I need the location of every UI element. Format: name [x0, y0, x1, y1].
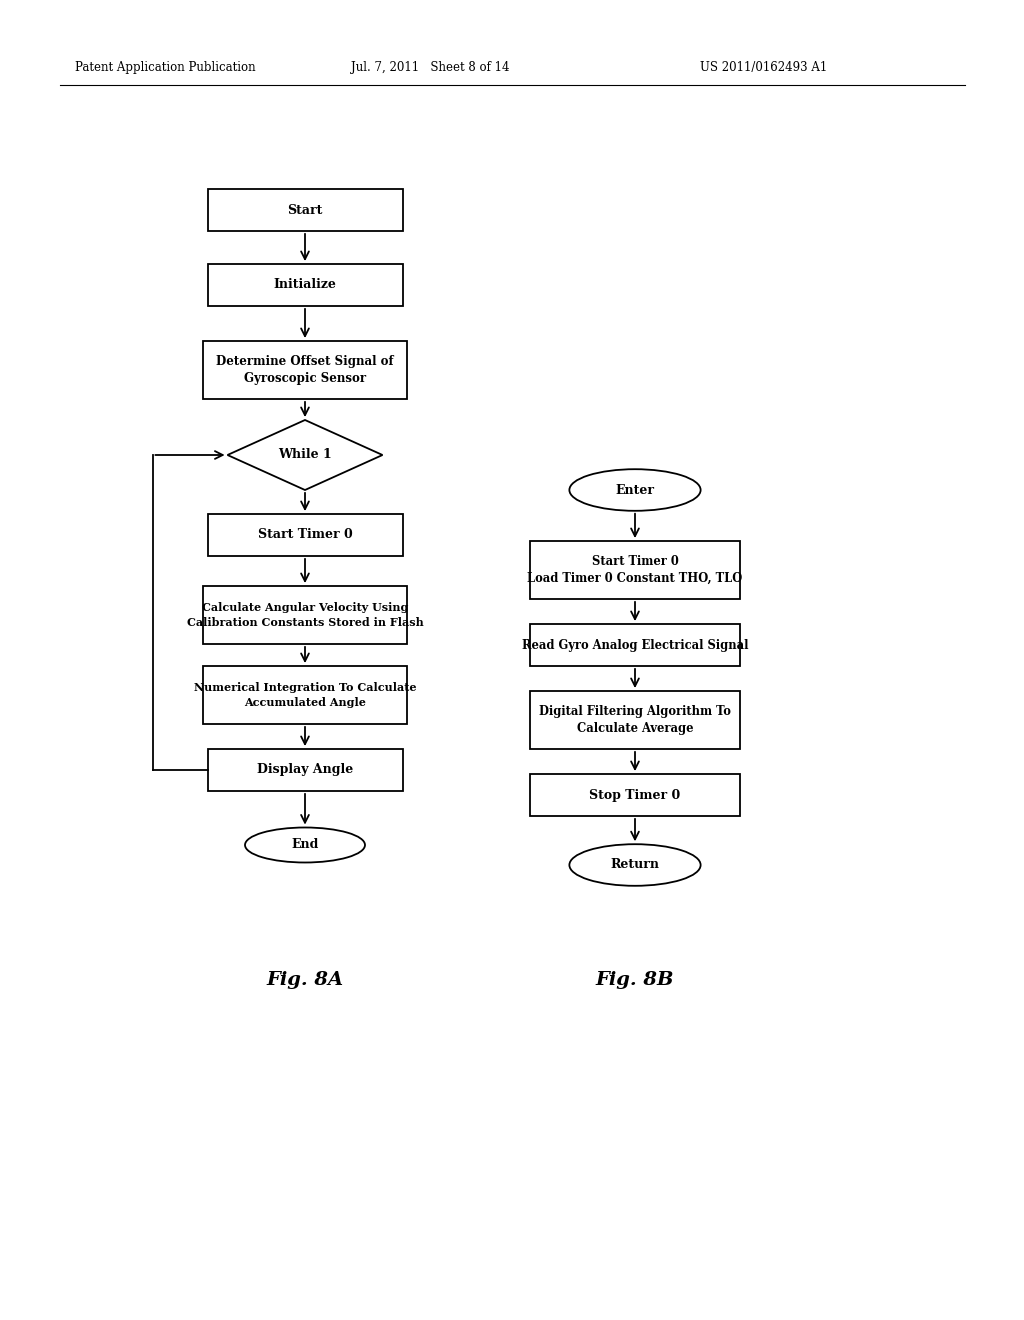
Text: Calculate Angular Velocity Using
Calibration Constants Stored in Flash: Calculate Angular Velocity Using Calibra… [186, 602, 423, 627]
FancyBboxPatch shape [530, 541, 740, 599]
Text: Determine Offset Signal of
Gyroscopic Sensor: Determine Offset Signal of Gyroscopic Se… [216, 355, 394, 384]
Ellipse shape [245, 828, 365, 862]
FancyBboxPatch shape [208, 748, 402, 791]
Text: Fig. 8B: Fig. 8B [596, 972, 674, 989]
Ellipse shape [569, 845, 700, 886]
Text: Digital Filtering Algorithm To
Calculate Average: Digital Filtering Algorithm To Calculate… [539, 705, 731, 735]
FancyBboxPatch shape [208, 189, 402, 231]
Text: Start: Start [288, 203, 323, 216]
Text: Display Angle: Display Angle [257, 763, 353, 776]
Text: Fig. 8A: Fig. 8A [266, 972, 344, 989]
Text: US 2011/0162493 A1: US 2011/0162493 A1 [700, 62, 827, 74]
FancyBboxPatch shape [208, 513, 402, 556]
Text: Stop Timer 0: Stop Timer 0 [590, 788, 681, 801]
FancyBboxPatch shape [530, 624, 740, 667]
Text: End: End [291, 838, 318, 851]
FancyBboxPatch shape [530, 690, 740, 748]
Text: Jul. 7, 2011   Sheet 8 of 14: Jul. 7, 2011 Sheet 8 of 14 [351, 62, 509, 74]
FancyBboxPatch shape [203, 667, 408, 723]
Text: Start Timer 0: Start Timer 0 [258, 528, 352, 541]
Text: Initialize: Initialize [273, 279, 337, 292]
FancyBboxPatch shape [530, 774, 740, 816]
FancyBboxPatch shape [208, 264, 402, 306]
Text: Read Gyro Analog Electrical Signal: Read Gyro Analog Electrical Signal [522, 639, 749, 652]
FancyBboxPatch shape [203, 341, 408, 399]
Ellipse shape [569, 469, 700, 511]
Text: Numerical Integration To Calculate
Accumulated Angle: Numerical Integration To Calculate Accum… [194, 682, 416, 708]
Polygon shape [227, 420, 383, 490]
FancyBboxPatch shape [203, 586, 408, 644]
Text: Return: Return [610, 858, 659, 871]
Text: Start Timer 0
Load Timer 0 Constant THO, TLO: Start Timer 0 Load Timer 0 Constant THO,… [527, 556, 742, 585]
Text: Enter: Enter [615, 483, 654, 496]
Text: While 1: While 1 [279, 449, 332, 462]
Text: Patent Application Publication: Patent Application Publication [75, 62, 256, 74]
